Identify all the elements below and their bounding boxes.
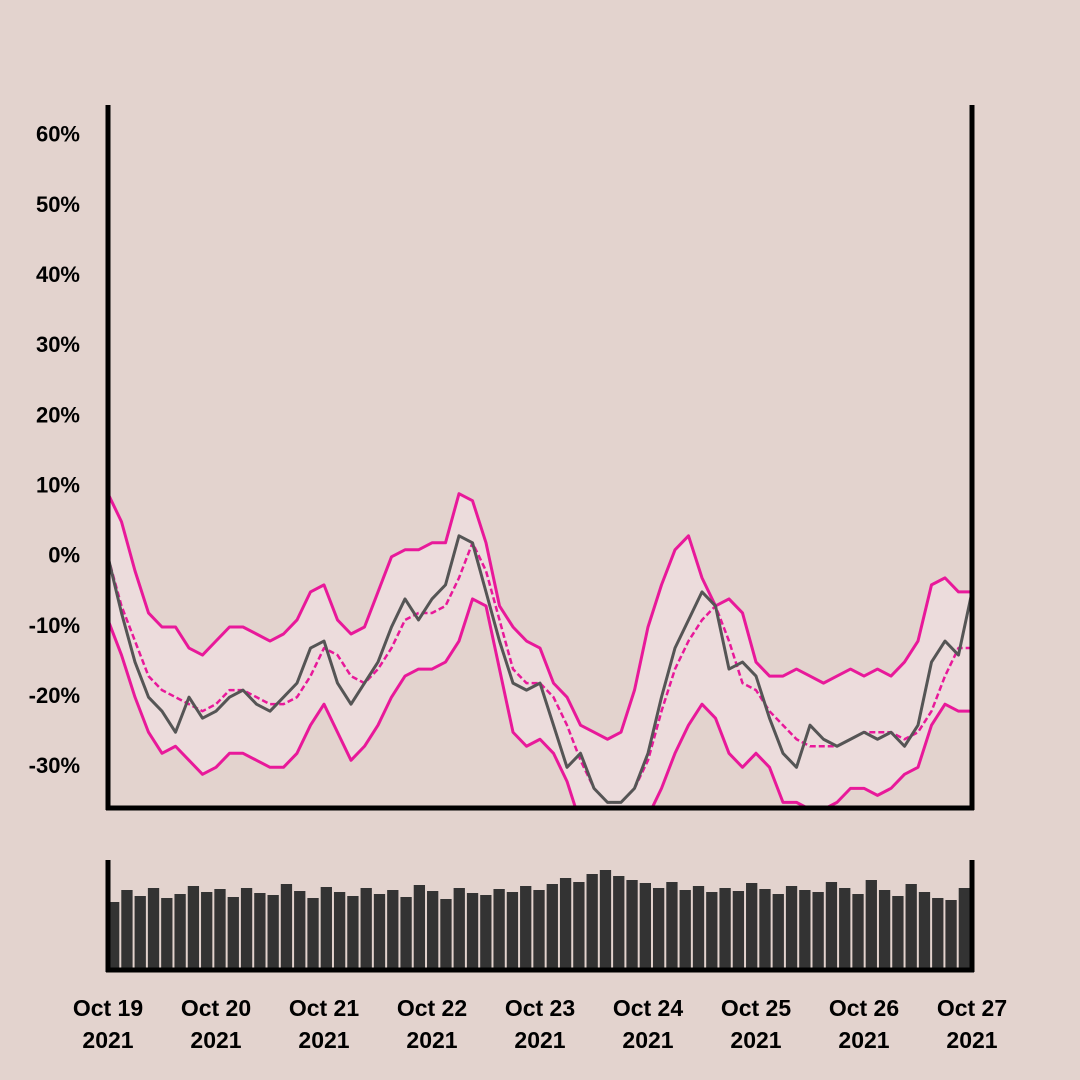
y-tick-label: 40% [36, 262, 80, 287]
y-tick-label: 50% [36, 192, 80, 217]
volume-bar [240, 888, 253, 968]
volume-bar [666, 882, 678, 968]
y-tick-label: 20% [36, 402, 80, 427]
volume-bar [227, 897, 239, 968]
volume-bar [573, 882, 585, 968]
volume-bar [878, 890, 891, 968]
volume-bar [187, 886, 200, 968]
volume-bar [892, 896, 904, 968]
x-tick-label: Oct 21 2021 [289, 995, 360, 1053]
volume-panel [108, 870, 971, 968]
x-tick-label: Oct 26 2021 [829, 995, 899, 1053]
volume-bar [121, 890, 133, 968]
y-tick-label: -20% [29, 683, 80, 708]
x-tick-label: Oct 25 2021 [721, 995, 792, 1053]
series-line [108, 492, 972, 741]
volume-bar [427, 891, 439, 968]
y-tick-label: 30% [36, 332, 80, 357]
volume-bar [932, 898, 944, 968]
x-tick-label: Oct 20 2021 [181, 995, 251, 1053]
volume-bar [599, 870, 612, 968]
volume-bar [945, 900, 957, 968]
volume-bar [280, 884, 293, 968]
volume-bar [267, 895, 279, 968]
volume-bar [387, 890, 399, 968]
volume-bar [480, 895, 492, 968]
volume-bar [320, 887, 332, 968]
y-tick-label: 60% [36, 122, 80, 147]
series-line [108, 534, 972, 804]
volume-bar [586, 874, 598, 968]
volume-bar [812, 892, 824, 968]
volume-bar [639, 883, 651, 968]
volume-bar [506, 892, 519, 968]
volume-bar [373, 894, 386, 968]
y-tick-label: 0% [48, 543, 80, 568]
volume-bar [652, 888, 665, 968]
y-tick-label: -30% [29, 753, 80, 778]
volume-bar [214, 889, 226, 968]
volume-bar [559, 878, 572, 968]
volume-bar [958, 888, 971, 968]
volume-bar [626, 880, 638, 968]
x-tick-label: Oct 22 2021 [397, 995, 467, 1053]
volume-bar [905, 884, 917, 968]
y-tick-label: 10% [36, 472, 80, 497]
volume-bar [785, 886, 798, 968]
volume-bar [679, 890, 691, 968]
volume-bar [852, 894, 864, 968]
volume-bar [746, 883, 758, 968]
volume-bar [719, 888, 731, 968]
volume-bar [839, 888, 851, 968]
volume-bar [772, 894, 784, 968]
plot-area [108, 492, 972, 808]
volume-bar [147, 888, 160, 968]
volume-bar [825, 882, 838, 968]
x-tick-label: Oct 23 2021 [505, 995, 575, 1053]
volume-bar [520, 886, 532, 968]
x-tick-label: Oct 27 2021 [937, 995, 1007, 1053]
volume-bar [613, 876, 625, 968]
band-fill [108, 493, 972, 808]
volume-bar [134, 896, 146, 968]
volume-bar [692, 886, 705, 968]
volume-bar [201, 892, 213, 968]
volume-bar [333, 892, 346, 968]
volume-bar [307, 898, 319, 968]
y-tick-label: -10% [29, 613, 80, 638]
volume-bar [799, 890, 811, 968]
volume-bar [865, 880, 877, 968]
volume-bar [400, 897, 412, 968]
middle-band [108, 541, 972, 804]
volume-bar [918, 892, 931, 968]
volume-bar [453, 888, 465, 968]
volume-bar [161, 898, 173, 968]
volume-bar [174, 894, 186, 968]
x-tick-label: Oct 19 2021 [73, 995, 143, 1053]
volume-bar [546, 884, 558, 968]
volume-bar [440, 899, 452, 968]
volume-bar [759, 889, 771, 968]
volume-bar [732, 891, 745, 968]
volume-bar [533, 890, 545, 968]
volume-bar [413, 885, 426, 968]
volume-bar [108, 902, 120, 968]
volume-bar [706, 892, 718, 968]
volume-bar [254, 893, 266, 968]
volume-bar [294, 891, 306, 968]
volume-bar [466, 893, 479, 968]
axes [105, 105, 975, 973]
volume-bar [347, 896, 359, 968]
volume-bar [493, 889, 505, 968]
volume-bar [360, 888, 372, 968]
x-tick-label: Oct 24 2021 [613, 995, 684, 1053]
